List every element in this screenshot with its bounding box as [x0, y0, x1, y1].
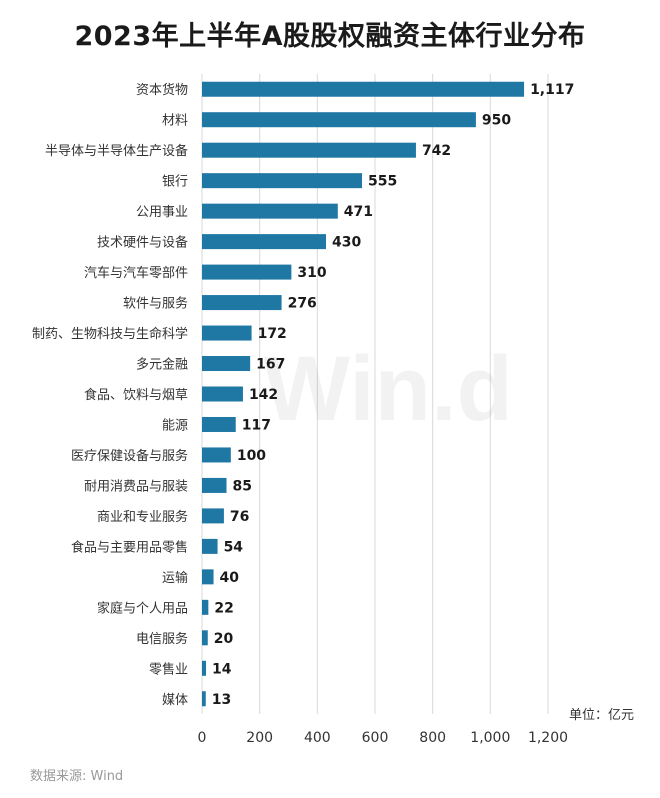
- x-tick-label: 600: [362, 730, 389, 746]
- value-label: 950: [482, 113, 511, 129]
- bar: [202, 599, 209, 615]
- bar: [202, 477, 227, 493]
- bar: [202, 295, 282, 311]
- value-label: 40: [220, 570, 240, 586]
- category-labels: 资本货物材料半导体与半导体生产设备银行公用事业技术硬件与设备汽车与汽车零部件软件…: [32, 82, 188, 708]
- category-label: 运输: [162, 570, 188, 586]
- value-label: 471: [344, 204, 373, 220]
- value-label: 13: [212, 692, 231, 708]
- bar: [202, 112, 476, 128]
- value-label: 20: [214, 631, 234, 647]
- value-label: 85: [233, 478, 252, 494]
- bar: [202, 264, 292, 280]
- value-label: 117: [242, 417, 271, 433]
- category-label: 银行: [162, 175, 188, 190]
- chart-title: 2023年上半年A股股权融资主体行业分布: [74, 21, 586, 52]
- value-label: 742: [422, 143, 451, 159]
- x-tick-label: 1,000: [470, 730, 510, 746]
- bar: [202, 508, 224, 524]
- value-label: 167: [256, 357, 285, 373]
- watermark: Win.d: [263, 338, 513, 440]
- bar: [202, 447, 231, 463]
- value-label: 172: [258, 326, 287, 342]
- bar: [202, 569, 214, 585]
- category-label: 耐用消费品与服装: [84, 479, 188, 494]
- value-label: 310: [297, 265, 326, 281]
- category-label: 电信服务: [136, 631, 188, 647]
- category-label: 多元金融: [136, 357, 188, 373]
- category-label: 媒体: [162, 693, 188, 708]
- category-label: 资本货物: [136, 82, 188, 98]
- category-label: 食品与主要用品零售: [71, 539, 188, 555]
- value-label: 276: [288, 296, 317, 312]
- value-label: 430: [332, 235, 361, 251]
- category-label: 能源: [162, 418, 188, 433]
- category-label: 软件与服务: [123, 296, 188, 312]
- bar: [202, 142, 416, 158]
- bar: [202, 660, 207, 676]
- value-label: 22: [214, 600, 233, 616]
- x-tick-label: 400: [304, 730, 331, 746]
- value-label: 76: [230, 509, 249, 525]
- bar: [202, 173, 363, 189]
- value-label: 14: [212, 661, 232, 677]
- category-label: 零售业: [149, 661, 188, 677]
- bar: [202, 203, 338, 219]
- category-label: 材料: [162, 114, 188, 129]
- value-label: 1,117: [530, 82, 574, 98]
- bar: [202, 81, 525, 97]
- bar: [202, 538, 218, 554]
- bar: [202, 234, 326, 250]
- unit-label: 单位：亿元: [568, 708, 634, 723]
- category-label: 食品、饮料与烟草: [84, 387, 188, 403]
- category-label: 汽车与汽车零部件: [84, 265, 188, 281]
- bar: [202, 630, 208, 646]
- category-label: 技术硬件与设备: [97, 235, 188, 251]
- category-label: 医疗保健设备与服务: [71, 448, 188, 464]
- bar: [202, 386, 243, 402]
- x-tick-label: 200: [246, 730, 273, 746]
- x-tick-label: 800: [419, 730, 446, 746]
- value-label: 142: [249, 387, 278, 403]
- x-tick-label: 1,200: [528, 730, 568, 746]
- category-label: 家庭与个人用品: [97, 600, 188, 616]
- source-label: 数据来源: Wind: [30, 769, 124, 784]
- category-label: 公用事业: [136, 205, 188, 220]
- bar: [202, 691, 206, 707]
- bars: [202, 81, 525, 707]
- value-label: 555: [368, 174, 397, 190]
- category-label: 制药、生物科技与生命科学: [32, 326, 188, 342]
- bar: [202, 325, 252, 341]
- bar: [202, 416, 236, 432]
- category-label: 半导体与半导体生产设备: [45, 143, 188, 159]
- bar: [202, 356, 251, 372]
- category-label: 商业和专业服务: [97, 509, 188, 525]
- x-tick-label: 0: [198, 730, 207, 746]
- value-label: 54: [224, 539, 244, 555]
- x-axis-ticks: 0 200 400 600 800 1,000 1,200: [198, 730, 569, 746]
- value-label: 100: [237, 448, 266, 464]
